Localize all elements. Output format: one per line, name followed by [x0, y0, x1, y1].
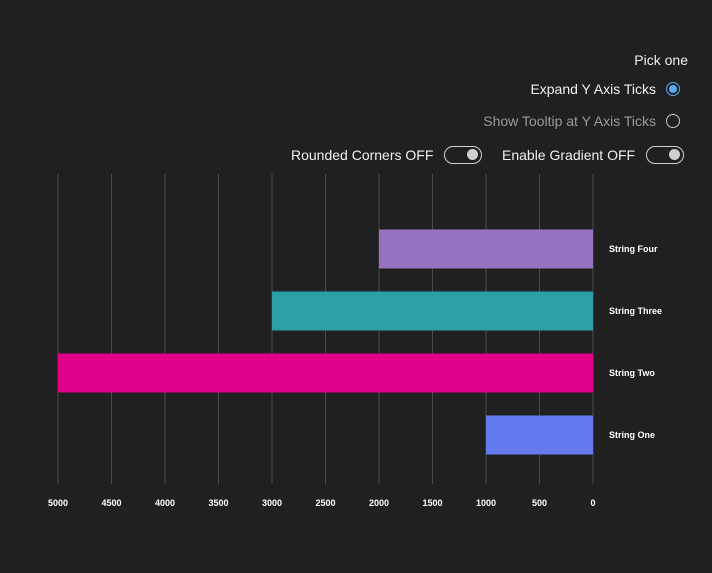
- x-tick-label: 3000: [262, 498, 282, 508]
- category-label: String One: [609, 430, 655, 440]
- toggle-switch-icon[interactable]: [444, 146, 483, 164]
- bar-string-four[interactable]: [379, 229, 593, 269]
- bar-string-three[interactable]: [272, 291, 593, 331]
- toggle-label: Rounded Corners OFF: [291, 147, 434, 163]
- radio-label: Show Tooltip at Y Axis Ticks: [483, 113, 656, 129]
- category-label: String Four: [609, 244, 658, 254]
- x-tick-label: 1000: [476, 498, 496, 508]
- radio-checked-icon[interactable]: [666, 82, 680, 96]
- x-tick-label: 4000: [155, 498, 175, 508]
- category-label: String Two: [609, 368, 655, 378]
- bar-string-two[interactable]: [58, 353, 593, 393]
- x-tick-label: 3500: [208, 498, 228, 508]
- radio-show-tooltip[interactable]: Show Tooltip at Y Axis Ticks: [483, 113, 680, 129]
- x-tick-label: 2500: [315, 498, 335, 508]
- toggle-switch-icon[interactable]: [646, 146, 685, 164]
- toggle-label: Enable Gradient OFF: [502, 147, 636, 163]
- radio-expand-y-axis-ticks[interactable]: Expand Y Axis Ticks: [530, 81, 680, 97]
- category-label: String Three: [609, 306, 662, 316]
- pick-one-label: Pick one: [634, 52, 688, 68]
- x-tick-label: 2000: [369, 498, 389, 508]
- x-tick-label: 0: [590, 498, 595, 508]
- radio-label: Expand Y Axis Ticks: [530, 81, 656, 97]
- toggle-rounded-corners[interactable]: Rounded Corners OFF: [291, 146, 483, 164]
- bar-string-one[interactable]: [486, 415, 593, 455]
- toggle-enable-gradient[interactable]: Enable Gradient OFF: [502, 146, 685, 164]
- x-tick-label: 1500: [422, 498, 442, 508]
- x-tick-label: 500: [532, 498, 547, 508]
- radio-unchecked-icon[interactable]: [666, 114, 680, 128]
- x-tick-label: 4500: [101, 498, 121, 508]
- x-tick-label: 5000: [48, 498, 68, 508]
